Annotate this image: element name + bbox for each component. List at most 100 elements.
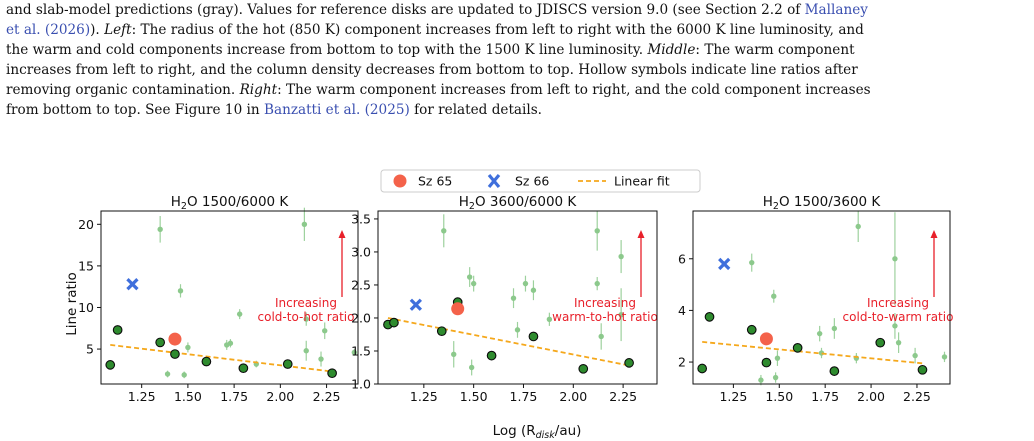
x-tick-label: 1.50 [174,389,202,404]
x-axis-label: Log (Rdisk/au) [493,423,582,441]
reference-point-light [941,354,948,360]
reference-point-light [322,328,328,334]
reference-point-light [466,274,473,280]
panel-title: H2O 1500/3600 K [763,194,882,212]
reference-point-dark [624,358,634,368]
reference-point-light [774,355,781,361]
citation-link-mallaney-year[interactable]: et al. (2026) [6,22,91,38]
y-tick-label: 15 [78,258,94,273]
x-tick-label: 1.50 [765,389,793,404]
reference-point-dark [155,337,166,348]
x-axis-label-end: /au) [555,423,582,439]
sz66-point [409,298,422,311]
y-tick-label: 10 [78,300,94,315]
reference-point-light [157,226,163,232]
reference-point-dark [704,312,715,322]
reference-point-light [510,295,517,301]
linear-fit-line [387,317,630,367]
panel-title-main: H [459,194,469,210]
reference-point-light [892,256,898,262]
reference-point-light [594,228,600,234]
caption-line-2: et al. (2026)). Left: The radius of the … [6,22,864,38]
reference-point-light [301,221,308,228]
reference-point-light [855,223,861,230]
linear-fit-line [110,344,333,373]
y-axis-label: Line ratio [64,272,80,336]
reference-point-light [618,311,624,318]
reference-point-dark [105,360,116,370]
sz65-point [759,332,773,346]
reference-point-light [181,372,187,378]
reference-point-light [772,374,779,381]
legend: Sz 65 Sz 66 Linear fit [380,169,701,193]
legend-sz66-label: Sz 66 [515,174,549,189]
legend-sz65-label: Sz 65 [418,174,452,189]
reference-point-light [303,316,309,322]
caption-line-4: increases from left to right, and the co… [6,62,858,78]
reference-point-light [303,348,309,354]
x-tick-label: 2.00 [559,389,587,404]
reference-point-light [227,340,234,346]
y-tick-label: 6 [678,251,686,266]
y-tick-label: 1.0 [351,377,371,392]
annotation-line: cold-to-hot ratio [258,310,355,324]
reference-point-dark [917,364,928,375]
sz65-point [168,332,182,346]
reference-point-light [470,280,477,287]
x-tick-label: 1.75 [811,389,839,404]
annotation-line: warm-to-hot ratio [552,310,658,324]
reference-point-dark [697,363,708,374]
y-tick-label: 2.5 [351,277,371,292]
reference-point-light [236,311,243,317]
reference-point-dark [746,324,757,335]
caption-line-6: from bottom to top. See Figure 10 in Ban… [6,102,542,118]
reference-point-light [831,325,838,332]
reference-point-light [758,377,764,383]
panel-title-sub: 2 [181,201,187,212]
sz66-point [126,278,139,291]
increasing-arrow-head [338,230,346,238]
reference-point-light [530,287,537,293]
citation-link-banzatti[interactable]: Banzatti et al. (2025) [263,102,410,118]
reference-point-dark [170,349,180,359]
increasing-arrow-head [637,230,645,238]
citation-link-mallaney[interactable]: Mallaney [804,2,868,18]
sz65-point [451,302,465,316]
reference-point-dark [528,331,539,342]
panel-title: H2O 1500/6000 K [171,194,290,212]
y-tick-label: 5 [86,342,94,357]
reference-point-dark [389,317,399,328]
reference-point-light [618,253,624,260]
reference-point-light [522,280,529,287]
reference-point-dark [436,326,447,337]
axes-frame [692,210,951,385]
caption-line-3: the warm and cold components increase fr… [6,42,855,58]
sz66-point [718,257,731,271]
x-tick-label: 2.25 [903,389,931,404]
panel-title-rest: O 3600/6000 K [475,194,577,210]
panel-title-main: H [763,194,773,210]
reference-point-dark [792,343,803,353]
axes-frame [100,210,359,385]
reference-point-light [895,339,902,346]
legend-sz66-marker [487,173,501,189]
y-tick-label: 3.5 [351,211,371,226]
reference-point-light [912,352,918,359]
caption-line-1: and slab-model predictions (gray). Value… [6,2,868,18]
x-tick-label: 2.25 [609,389,637,404]
caption-line-5: removing organic contamination. Right: T… [6,82,871,98]
x-tick-label: 1.75 [220,389,248,404]
legend-frame [380,169,701,193]
reference-point-dark [327,368,337,379]
reference-point-dark [761,357,772,368]
x-tick-label: 2.25 [313,389,341,404]
panel-title-rest: O 1500/3600 K [779,194,881,210]
x-axis-label-main: Log (R [493,423,536,439]
reference-point-light [318,356,324,362]
y-tick-label: 4 [678,303,686,318]
panel-title-sub: 2 [773,201,779,212]
reference-point-dark [875,337,886,348]
